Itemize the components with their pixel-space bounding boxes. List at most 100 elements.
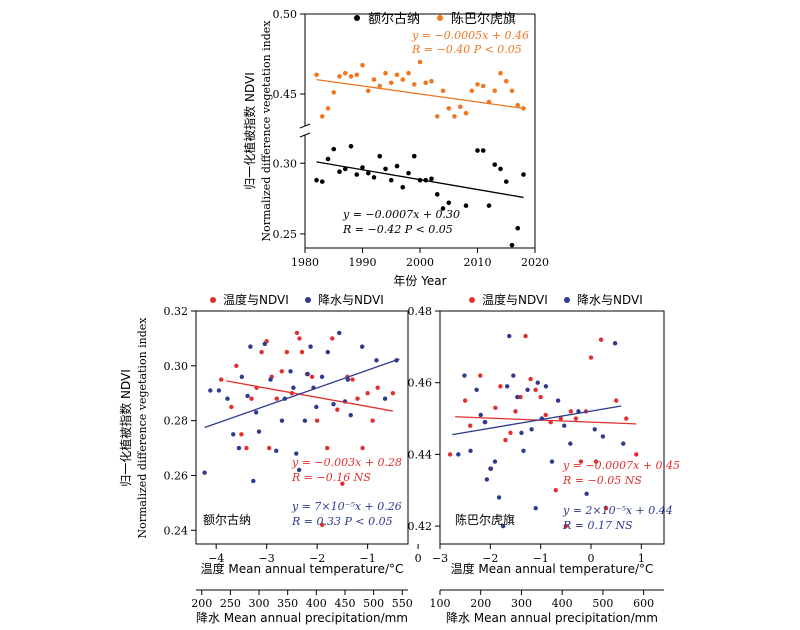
precip-point bbox=[568, 441, 573, 446]
precip-point bbox=[488, 466, 494, 471]
data-point bbox=[492, 162, 498, 167]
precip-point bbox=[359, 344, 365, 349]
data-point bbox=[406, 170, 411, 176]
temp-point bbox=[558, 416, 564, 421]
temp-point bbox=[553, 488, 558, 493]
temp-point bbox=[335, 407, 340, 412]
precip-point bbox=[555, 398, 561, 403]
data-point bbox=[423, 80, 429, 86]
precip-point bbox=[562, 423, 567, 428]
legend-marker-chenbaerhu bbox=[437, 15, 443, 21]
temp-point bbox=[219, 377, 224, 382]
precip-tick-label: 550 bbox=[392, 597, 413, 610]
data-point bbox=[383, 70, 388, 76]
top-x-axis-label: 年份 Year bbox=[393, 274, 446, 288]
data-point bbox=[446, 106, 452, 111]
temp-point bbox=[508, 430, 513, 436]
temp-point bbox=[244, 445, 249, 451]
y-tick-label: 0.44 bbox=[408, 448, 433, 461]
temp-point bbox=[593, 459, 599, 464]
data-point bbox=[521, 172, 526, 177]
x-tick-label: 2020 bbox=[521, 256, 549, 269]
top-legend: 额尔古纳 陈巴尔虎旗 bbox=[354, 11, 516, 27]
temp-point bbox=[498, 384, 503, 389]
precip-point bbox=[296, 467, 302, 473]
precip-point bbox=[511, 373, 516, 378]
data-point bbox=[400, 184, 406, 190]
legend-marker-ergun bbox=[354, 15, 360, 21]
y-tick-label: 0.50 bbox=[273, 8, 298, 21]
precip-tick-label: 600 bbox=[633, 597, 654, 610]
y-tick-label: 0.42 bbox=[408, 520, 433, 533]
temp-point bbox=[299, 349, 305, 355]
precip-point bbox=[612, 341, 618, 346]
data-point bbox=[319, 114, 325, 119]
axis-break-mark bbox=[299, 123, 311, 138]
br-precip-axis-label: 降水 Mean annual precipitation/mm bbox=[446, 611, 658, 625]
precip-point bbox=[600, 434, 606, 439]
temp-point bbox=[266, 445, 272, 451]
data-point bbox=[331, 146, 337, 152]
data-point bbox=[360, 62, 365, 68]
temp-point bbox=[279, 369, 285, 374]
data-point bbox=[354, 172, 360, 177]
data-point bbox=[446, 200, 452, 206]
x-tick-label: 2010 bbox=[464, 256, 492, 269]
temp-point bbox=[603, 505, 609, 511]
precip-trend-line bbox=[204, 358, 400, 429]
data-point bbox=[314, 177, 319, 183]
precip-point bbox=[468, 448, 473, 453]
temp-point bbox=[538, 394, 543, 400]
precip-point bbox=[478, 412, 483, 418]
precip-point bbox=[236, 445, 242, 451]
precip-point bbox=[500, 523, 506, 529]
temp-tick-label: −4 bbox=[208, 552, 224, 565]
data-point bbox=[325, 156, 331, 162]
precip-point bbox=[331, 402, 336, 407]
precip-point bbox=[279, 418, 285, 423]
br-legend: 温度与NDVI 降水与NDVI bbox=[469, 292, 643, 307]
temp-tick-label: −3 bbox=[259, 552, 275, 565]
temp-point bbox=[478, 373, 483, 378]
data-point bbox=[417, 59, 423, 65]
temp-point bbox=[447, 452, 453, 457]
data-point bbox=[515, 225, 521, 231]
bl-precip-fit-stats: R = 0.33 P < 0.05 bbox=[291, 515, 393, 528]
precip-point bbox=[248, 344, 253, 349]
data-point bbox=[371, 77, 377, 82]
temp-tick-label: −3 bbox=[432, 552, 448, 565]
data-point bbox=[400, 77, 406, 82]
data-point bbox=[463, 203, 469, 208]
precip-tick-label: 200 bbox=[470, 597, 491, 610]
precip-point bbox=[245, 393, 250, 399]
temp-point bbox=[528, 376, 533, 382]
data-point bbox=[503, 179, 509, 184]
precip-point bbox=[462, 373, 467, 378]
temp-point bbox=[468, 423, 473, 428]
legend-label-ergun: 额尔古纳 bbox=[368, 12, 420, 27]
br-legend-marker-precip bbox=[564, 297, 570, 303]
precip-point bbox=[456, 452, 461, 457]
top-fits bbox=[316, 78, 524, 199]
temp-point bbox=[319, 522, 325, 528]
data-point bbox=[319, 179, 325, 184]
temp-point bbox=[350, 377, 355, 382]
precip-point bbox=[592, 427, 597, 432]
temp-point bbox=[624, 416, 629, 421]
data-point bbox=[348, 144, 354, 149]
data-point bbox=[360, 165, 365, 170]
precip-point bbox=[484, 477, 490, 482]
y-tick-label: 0.28 bbox=[164, 415, 189, 428]
data-point bbox=[509, 242, 515, 248]
temp-trend-line bbox=[455, 416, 637, 425]
y-tick-label: 0.24 bbox=[164, 524, 189, 537]
data-point bbox=[498, 70, 503, 76]
bl-temp-fit-stats: R = −0.16 NS bbox=[291, 471, 371, 484]
precip-point bbox=[337, 330, 342, 336]
temp-point bbox=[340, 481, 345, 486]
bl-temp-fit-equation: y = −0.003x + 0.28 bbox=[291, 456, 402, 469]
bl-legend-label-temp: 温度与NDVI bbox=[223, 292, 289, 307]
data-point bbox=[377, 83, 383, 89]
y-tick-label: 0.46 bbox=[408, 377, 433, 390]
precip-point bbox=[256, 429, 262, 434]
